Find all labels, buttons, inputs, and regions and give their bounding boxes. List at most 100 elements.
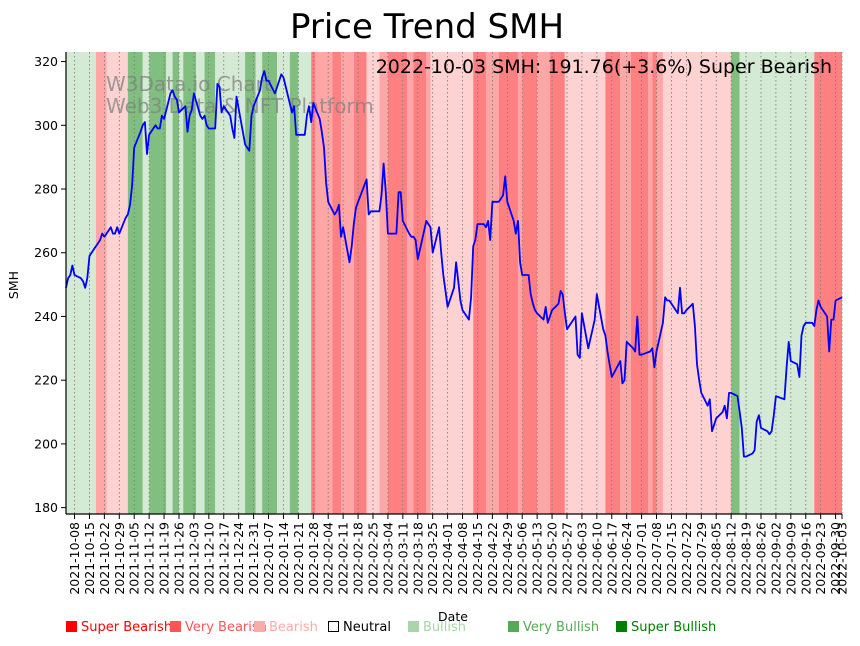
x-tick-label: 2022-05-27 — [559, 522, 574, 595]
x-tick-label: 2022-02-25 — [365, 522, 380, 595]
x-tick-label: 2022-08-26 — [753, 522, 768, 595]
x-tick-label: 2022-10-03 — [835, 522, 850, 595]
legend-label: Very Bullish — [523, 620, 600, 635]
x-tick-label: 2022-04-29 — [500, 522, 515, 595]
legend-label: Super Bullish — [631, 620, 717, 635]
regime-band — [648, 52, 653, 514]
x-tick-label: 2021-10-08 — [67, 522, 82, 595]
regime-band — [215, 52, 246, 514]
legend-label: Neutral — [343, 620, 391, 635]
regime-band — [196, 52, 205, 514]
legend-item: Neutral — [328, 620, 391, 635]
legend-swatch-icon — [254, 621, 265, 632]
x-tick-label: 2022-09-30 — [828, 522, 843, 595]
x-tick-label: 2022-02-04 — [321, 522, 336, 595]
x-tick-label: 2022-05-13 — [530, 522, 545, 595]
regime-band — [498, 52, 518, 514]
regime-band — [245, 52, 256, 514]
y-tick-label: 200 — [34, 436, 58, 451]
regime-band — [379, 52, 388, 514]
y-tick-label: 320 — [34, 54, 58, 69]
x-tick-label: 2021-10-15 — [82, 522, 97, 595]
regime-band — [652, 52, 657, 514]
regime-band — [426, 52, 431, 514]
regime-band — [473, 52, 486, 514]
regime-band — [298, 52, 312, 514]
regime-band — [127, 52, 143, 514]
x-tick-label: 2022-04-01 — [440, 522, 455, 595]
x-tick-label: 2021-12-17 — [216, 522, 231, 595]
legend-swatch-icon — [66, 621, 77, 632]
y-tick-label: 240 — [34, 309, 58, 324]
axes — [65, 52, 842, 515]
x-tick-label: 2022-06-03 — [574, 522, 589, 595]
regime-band — [387, 52, 408, 514]
y-tick-label: 220 — [34, 373, 58, 388]
legend-item: Bullish — [408, 620, 466, 635]
regime-band — [656, 52, 663, 514]
x-tick-label: 2022-06-10 — [589, 522, 604, 595]
y-axis-label: SMH — [6, 271, 21, 299]
x-tick-label: 2021-11-19 — [157, 522, 172, 595]
x-tick-label: 2022-05-20 — [545, 522, 560, 595]
regime-band — [662, 52, 732, 514]
regime-band — [142, 52, 150, 514]
regime-band — [549, 52, 565, 514]
legend-item: Super Bearish — [66, 620, 172, 635]
regime-band — [149, 52, 167, 514]
x-tick-label: 2022-01-07 — [261, 522, 276, 595]
regime-band — [430, 52, 474, 514]
regime-bands — [66, 52, 842, 514]
regime-band — [814, 52, 842, 514]
x-tick-label: 2022-09-16 — [798, 522, 813, 595]
x-tick-label: 2022-04-15 — [470, 522, 485, 595]
regime-band — [731, 52, 740, 514]
regime-band — [311, 52, 316, 514]
legend-swatch-icon — [408, 621, 419, 632]
x-tick-label: 2022-05-06 — [515, 522, 530, 595]
x-tick-label: 2022-02-18 — [351, 522, 366, 595]
regime-band — [413, 52, 427, 514]
y-tick-label: 260 — [34, 245, 58, 260]
regime-band — [353, 52, 367, 514]
x-tick-label: 2022-01-21 — [291, 522, 306, 595]
legend-label: Super Bearish — [81, 620, 173, 635]
x-tick-label: 2021-10-29 — [112, 522, 127, 595]
x-tick-label: 2022-06-24 — [619, 522, 634, 595]
regime-band — [620, 52, 631, 514]
x-tick-label: 2021-11-05 — [127, 522, 142, 595]
y-tick-label: 300 — [34, 118, 58, 133]
x-tick-label: 2021-11-26 — [171, 522, 186, 595]
regime-band — [537, 52, 550, 514]
regime-band — [485, 52, 499, 514]
legend-item: Very Bullish — [508, 620, 599, 635]
x-tick-label: 2022-01-28 — [306, 522, 321, 595]
x-axis-label: Date — [438, 609, 468, 624]
regime-band — [517, 52, 523, 514]
x-tick-label: 2022-08-12 — [724, 522, 739, 595]
x-tick-label: 2021-11-12 — [142, 522, 157, 595]
legend-item: Bearish — [254, 620, 318, 635]
legend-swatch-icon — [328, 621, 339, 632]
x-tick-label: 2022-09-23 — [813, 522, 828, 595]
x-tick-label: 2022-07-15 — [664, 522, 679, 595]
x-tick-label: 2021-10-22 — [97, 522, 112, 595]
regime-band — [332, 52, 342, 514]
legend-item: Very Bearish — [170, 620, 267, 635]
legend-label: Bearish — [269, 620, 318, 635]
regime-band — [630, 52, 648, 514]
x-tick-label: 2021-12-24 — [231, 522, 246, 595]
regime-band — [66, 52, 96, 514]
regime-band — [183, 52, 197, 514]
regime-band — [262, 52, 278, 514]
regime-band — [564, 52, 606, 514]
regime-band — [106, 52, 128, 514]
regime-band — [277, 52, 290, 514]
legend-swatch-icon — [508, 621, 519, 632]
x-tick-label: 2022-07-08 — [649, 522, 664, 595]
x-tick-label: 2022-02-11 — [336, 522, 351, 595]
x-tick-label: 2022-04-22 — [485, 522, 500, 595]
x-tick-label: 2022-07-29 — [694, 522, 709, 595]
regime-band — [255, 52, 263, 514]
